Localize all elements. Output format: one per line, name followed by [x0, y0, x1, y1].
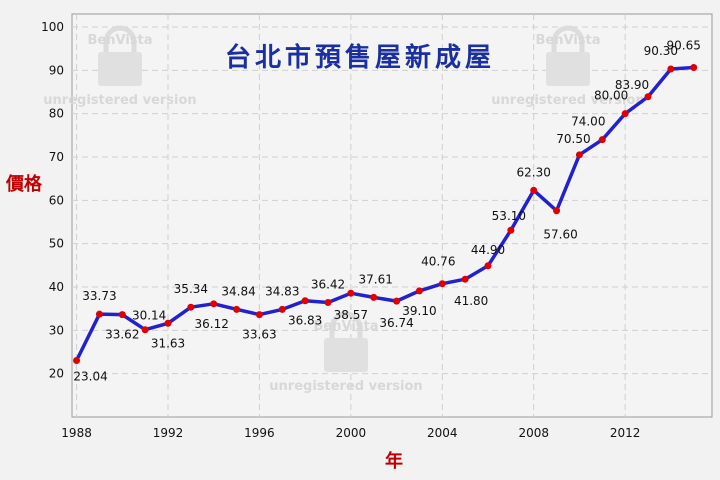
data-label: 62.30 — [517, 165, 551, 179]
lock-icon-shackle — [329, 311, 363, 338]
watermark-text: unregistered version — [269, 379, 422, 394]
lock-icon — [324, 338, 368, 372]
data-point — [507, 226, 515, 234]
data-point — [141, 326, 149, 334]
data-point — [164, 319, 172, 327]
x-tick-label: 2008 — [518, 426, 549, 440]
data-point — [575, 151, 583, 159]
data-label: 83.90 — [615, 78, 649, 92]
data-label: 40.76 — [421, 255, 455, 269]
data-point — [598, 136, 606, 144]
y-tick-label: 40 — [49, 280, 64, 294]
data-label: 23.04 — [73, 369, 107, 383]
series-line — [75, 65, 694, 362]
watermark: BenVista unregistered version — [269, 311, 423, 394]
data-label: 34.84 — [221, 284, 255, 298]
x-tick-label: 1996 — [244, 426, 275, 440]
data-point — [301, 297, 309, 305]
data-label: 80.00 — [594, 89, 628, 103]
data-point — [73, 356, 81, 364]
data-label: 90.65 — [667, 39, 701, 53]
data-label: 90.30 — [644, 44, 678, 58]
y-tick-label: 30 — [49, 323, 64, 337]
x-tick-label: 1988 — [61, 426, 92, 440]
data-point — [415, 287, 423, 295]
lock-icon-shackle — [103, 25, 137, 52]
x-tick-label: 1992 — [153, 426, 184, 440]
data-label: 34.83 — [265, 284, 299, 298]
y-axis-title: 價格 — [5, 173, 43, 195]
x-tick-label: 2012 — [610, 426, 641, 440]
data-point — [530, 186, 538, 194]
data-label: 36.12 — [195, 317, 229, 331]
y-tick-label: 80 — [49, 107, 64, 121]
data-point — [393, 297, 401, 305]
data-point — [438, 280, 446, 288]
axes: 20 30 40 50 60 70 80 90 100 1988 1992 1996 2000 2004 2… — [41, 20, 640, 440]
data-point — [187, 303, 195, 311]
data-labels: 23.04 33.73 33.62 30.14 31.63 35.34 36.12 34.84… — [73, 39, 701, 384]
data-point — [255, 311, 263, 319]
data-label: 74.00 — [571, 115, 605, 129]
data-point — [690, 64, 698, 72]
watermark: BenVista unregistered version — [43, 25, 197, 108]
data-label: 53.10 — [492, 209, 526, 223]
watermark: BenVista unregistered version — [491, 25, 645, 108]
data-point — [621, 110, 629, 118]
data-point — [347, 289, 355, 297]
data-point — [484, 262, 492, 270]
series-group — [73, 64, 698, 364]
x-tick-label: 2004 — [427, 426, 458, 440]
watermark-text: unregistered version — [43, 93, 196, 108]
data-label: 33.63 — [242, 328, 276, 342]
watermark-brand: BenVista — [536, 33, 601, 48]
data-label: 36.83 — [288, 314, 322, 328]
data-point — [210, 300, 218, 308]
data-label: 35.34 — [174, 282, 208, 296]
chart-title: 台北市預售屋新成屋 — [225, 42, 495, 73]
data-point — [95, 310, 103, 318]
data-label: 37.61 — [359, 272, 393, 286]
data-label: 41.80 — [454, 294, 488, 308]
data-label: 38.57 — [334, 308, 368, 322]
data-point — [370, 293, 378, 301]
y-tick-label: 100 — [41, 20, 64, 34]
data-label: 44.90 — [471, 243, 505, 257]
data-label: 30.14 — [132, 309, 166, 323]
data-label: 33.73 — [82, 289, 116, 303]
watermark-brand: BenVista — [88, 33, 153, 48]
data-label: 36.42 — [311, 278, 345, 292]
data-label: 70.50 — [556, 132, 590, 146]
y-tick-label: 70 — [49, 150, 64, 164]
x-axis-title: 年 — [385, 450, 403, 472]
plot-area — [71, 13, 713, 418]
data-point — [644, 93, 652, 101]
lock-icon — [98, 52, 142, 86]
y-tick-label: 90 — [49, 63, 64, 77]
y-tick-label: 20 — [49, 367, 64, 381]
data-point — [461, 275, 469, 283]
y-tick-label: 60 — [49, 193, 64, 207]
lock-icon — [546, 52, 590, 86]
data-point — [233, 305, 241, 313]
data-label: 31.63 — [151, 336, 185, 350]
data-point — [324, 299, 332, 307]
data-point — [667, 65, 675, 73]
y-tick-label: 50 — [49, 237, 64, 251]
x-tick-label: 2000 — [336, 426, 367, 440]
data-point — [278, 305, 286, 313]
data-point — [553, 207, 561, 215]
watermark-brand: BenVista — [314, 319, 379, 334]
data-label: 36.74 — [379, 316, 413, 330]
watermark-group: BenVista unregistered version BenVista unre… — [43, 25, 645, 394]
data-point — [118, 311, 126, 319]
watermark-text: unregistered version — [491, 93, 644, 108]
data-label: 33.62 — [105, 328, 139, 342]
lock-icon-shackle — [551, 25, 585, 52]
data-label: 57.60 — [543, 228, 577, 242]
data-label: 39.10 — [402, 304, 436, 318]
